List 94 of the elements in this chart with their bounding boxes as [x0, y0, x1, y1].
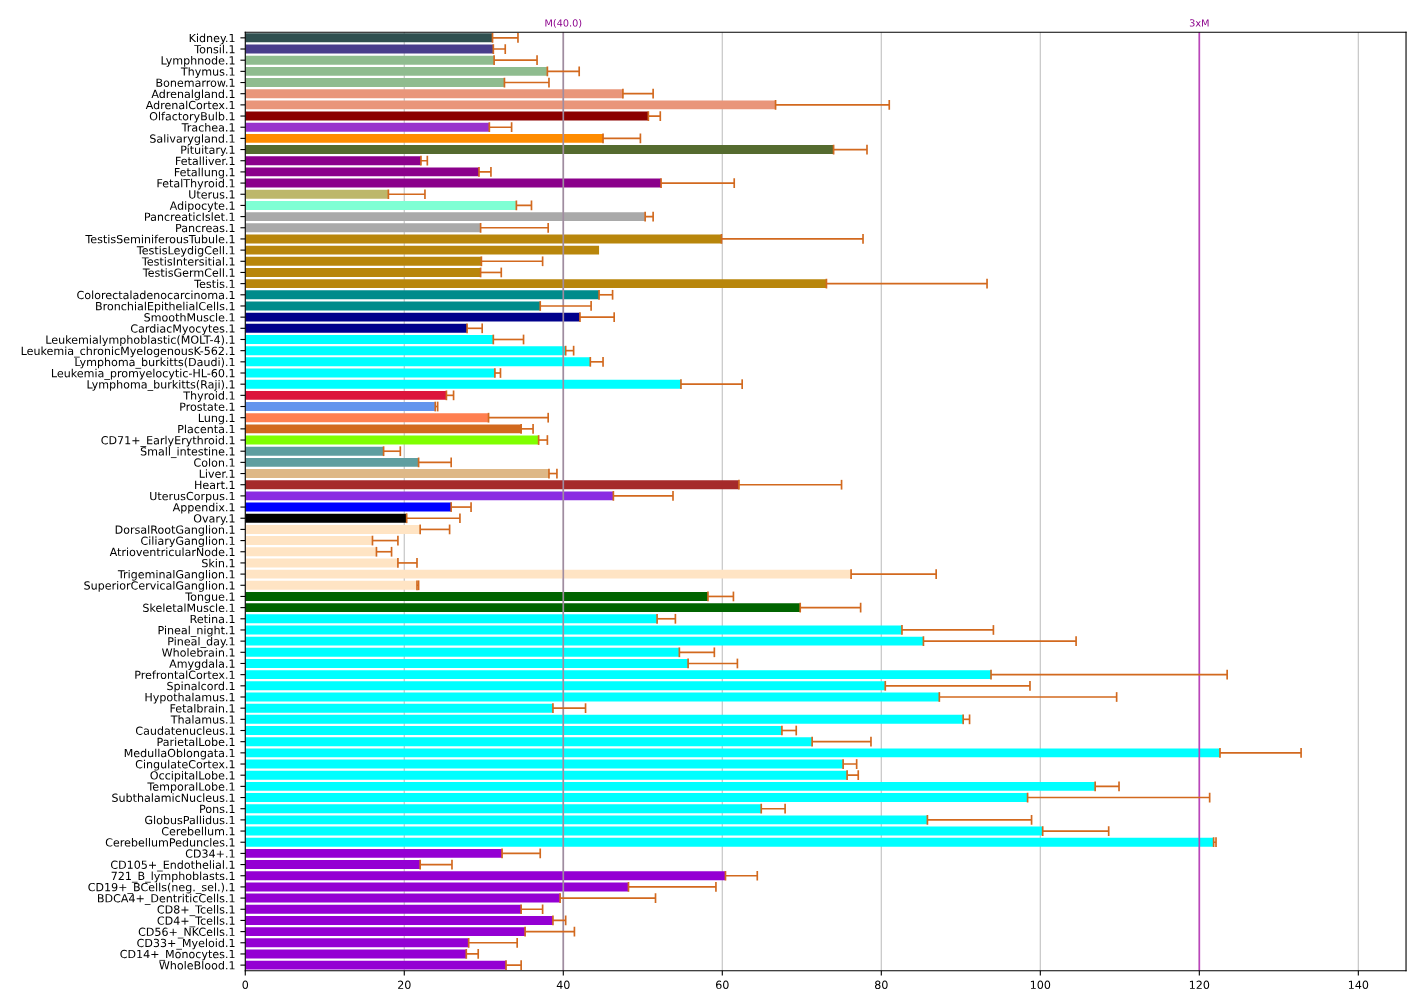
x-tick-label: 100	[1030, 980, 1051, 990]
y-tick-label: Thymus.1	[180, 67, 235, 78]
y-tick-label: Leukemialymphoblastic(MOLT-4).1	[46, 335, 235, 347]
y-tick-label: GlobusPallidus.1	[145, 815, 235, 825]
y-tick-label: PancreaticIslet.1	[145, 212, 235, 221]
y-tick-label: CerebellumPeduncles.1	[105, 838, 235, 847]
y-tick-label: Tonsil.1	[194, 44, 235, 54]
y-tick-label: Colorectaladenocarcinoma.1	[77, 290, 235, 300]
y-tick-label: TestisSeminiferousTubule.1	[85, 234, 235, 244]
y-tick-label: Testis.1	[194, 279, 235, 289]
y-tick-label: Pineal_night.1	[158, 625, 235, 637]
y-tick-label: Fetalbrain.1	[170, 703, 235, 713]
y-tick-label: CardiacMyocytes.1	[130, 324, 235, 335]
y-tick-label: Colon.1	[194, 458, 235, 467]
y-tick-label: CD56+_NKCells.1	[138, 927, 235, 939]
y-tick-label: SkeletalMuscle.1	[143, 603, 235, 612]
y-tick-label: Appendix.1	[172, 502, 235, 514]
y-tick-label: OccipitalLobe.1	[150, 770, 235, 782]
x-tick-label: 120	[1189, 980, 1210, 990]
x-tick-label: 20	[398, 980, 411, 990]
y-tick-label: Hypothalamus.1	[145, 692, 235, 704]
y-tick-label: CD105+_Endothelial.1	[110, 860, 235, 872]
y-tick-label: Tongue.1	[185, 592, 235, 603]
y-tick-label: Trachea.1	[181, 123, 235, 132]
y-tick-label: Lymphnode.1	[161, 55, 235, 67]
y-tick-label: Thyroid.1	[183, 391, 235, 402]
y-tick-label: CD14+_Monocytes.1	[120, 949, 235, 961]
y-tick-label: Pineal_day.1	[168, 636, 235, 648]
y-tick-label: FetalThyroid.1	[157, 178, 235, 190]
y-tick-label: Fetallung.1	[174, 167, 235, 179]
y-tick-label: BDCA4+_DentriticCells.1	[98, 893, 235, 905]
y-tick-label: CD8+_Tcells.1	[157, 905, 235, 917]
y-tick-label: DorsalRootGanglion.1	[115, 525, 235, 536]
y-tick-label: Wholebrain.1	[162, 648, 235, 657]
x-tick-label: 60	[716, 980, 729, 990]
y-tick-label: Pancreas.1	[176, 223, 235, 233]
y-tick-label: Adrenalgland.1	[151, 89, 235, 101]
y-tick-label: ParietalLobe.1	[157, 737, 235, 747]
ref-line-label: 3xM	[1189, 19, 1209, 27]
y-tick-label: Thalamus.1	[170, 715, 235, 724]
y-tick-label: Spinalcord.1	[167, 681, 235, 693]
x-tick-label: 0	[242, 980, 249, 990]
y-tick-label: CD4+_Tcells.1	[157, 916, 235, 928]
y-tick-label: BronchialEpithelialCells.1	[96, 301, 235, 313]
y-tick-label: CingulateCortex.1	[135, 759, 235, 771]
y-tick-label: Ovary.1	[193, 514, 235, 525]
y-tick-label: TemporalLobe.1	[147, 782, 235, 793]
y-tick-label: TestisIntersitial.1	[141, 257, 235, 266]
y-tick-label: TrigeminalGanglion.1	[117, 569, 235, 581]
y-tick-label: CD19+_BCells(neg._sel.).1	[88, 882, 235, 894]
y-tick-label: CD33+_Myeloid.1	[137, 938, 235, 950]
y-tick-label: 721_B_lymphoblasts.1	[111, 871, 235, 883]
y-tick-label: Skin.1	[202, 558, 235, 568]
y-tick-label: Liver.1	[199, 469, 235, 478]
y-tick-label: Small_intestine.1	[140, 446, 235, 459]
y-tick-label: Retina.1	[190, 614, 235, 624]
y-tick-label: AtrioventricularNode.1	[109, 547, 235, 557]
y-tick-label: TestisLeydigCell.1	[136, 245, 235, 257]
y-tick-label: OlfactoryBulb.1	[149, 111, 235, 123]
x-tick-label: 40	[556, 980, 570, 990]
y-tick-label: SmoothMuscle.1	[144, 312, 235, 322]
y-tick-label: Caudatenucleus.1	[135, 726, 235, 735]
y-tick-label: Cerebellum.1	[161, 826, 235, 836]
y-tick-label: CiliaryGanglion.1	[141, 536, 235, 548]
y-tick-label: Prostate.1	[180, 402, 235, 411]
y-tick-label: Pons.1	[200, 804, 235, 814]
y-tick-label: Lung.1	[198, 413, 235, 425]
y-tick-label: Lymphoma_burkitts(Daudi).1	[75, 357, 235, 369]
y-tick-label: CD34+.1	[185, 849, 235, 858]
y-tick-label: Lymphoma_burkitts(Raji).1	[87, 379, 235, 392]
y-tick-label: MedullaOblongata.1	[124, 748, 235, 760]
y-tick-label: PrefrontalCortex.1	[135, 670, 235, 680]
y-tick-label: TestisGermCell.1	[142, 268, 235, 277]
y-tick-label: Heart.1	[195, 480, 235, 490]
y-tick-label: Bonemarrow.1	[156, 78, 235, 87]
y-tick-label: CD71+_EarlyErythroid.1	[101, 435, 235, 447]
y-tick-label: Amygdala.1	[169, 659, 235, 671]
y-tick-label: Leukemia_promyelocytic-HL-60.1	[51, 368, 235, 380]
y-tick-label: Adipocyte.1	[169, 201, 235, 212]
y-tick-label: Kidney.1	[189, 33, 235, 45]
y-tick-label: UterusCorpus.1	[150, 491, 235, 503]
y-tick-label: Salivarygland.1	[150, 134, 235, 145]
y-tick-label: Uterus.1	[189, 190, 235, 199]
y-tick-label: Pituitary.1	[181, 145, 235, 157]
y-tick-label: WholeBlood.1	[159, 960, 235, 970]
y-tick-label: AdrenalCortex.1	[145, 100, 235, 110]
y-tick-label: Leukemia_chronicMyelogenousK-562.1	[21, 346, 235, 358]
y-tick-label: Fetalliver.1	[176, 156, 235, 166]
ref-line-label: M(40.0)	[545, 19, 582, 28]
y-tick-label: SuperiorCervicalGanglion.1	[84, 581, 235, 592]
x-tick-label: 80	[874, 980, 888, 990]
x-tick-label: 140	[1348, 980, 1369, 990]
y-tick-label: SubthalamicNucleus.1	[112, 793, 235, 802]
y-tick-label: Placenta.1	[178, 424, 235, 434]
